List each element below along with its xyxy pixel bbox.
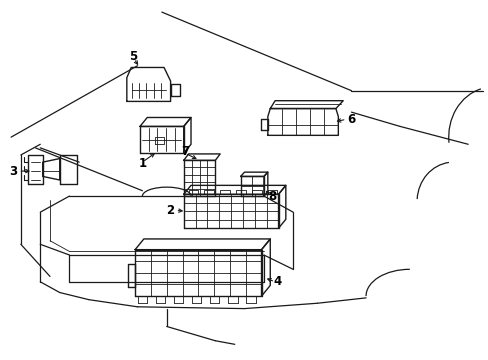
Text: 8: 8 [268,190,276,203]
Text: 2: 2 [166,204,174,217]
Text: 1: 1 [138,157,146,170]
Text: 4: 4 [273,275,281,288]
Text: 6: 6 [346,113,355,126]
Text: 7: 7 [181,145,189,158]
Text: 5: 5 [129,50,138,63]
Text: 3: 3 [9,165,18,177]
